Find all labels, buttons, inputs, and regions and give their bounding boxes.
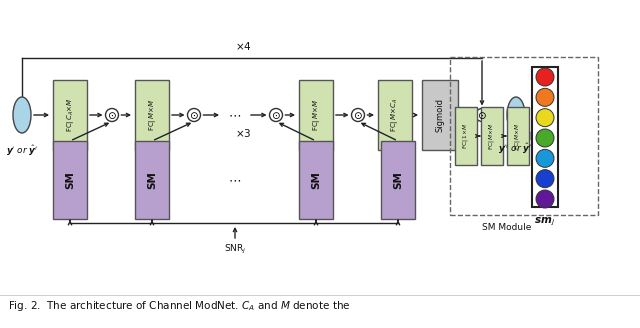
Circle shape — [106, 109, 118, 121]
Text: $\odot$: $\odot$ — [477, 110, 487, 121]
Text: $\times$4: $\times$4 — [235, 40, 252, 52]
Text: $\mathrm{FC}|\,1{\times}M$: $\mathrm{FC}|\,1{\times}M$ — [461, 123, 470, 149]
Circle shape — [269, 109, 282, 121]
Text: $\boldsymbol{sm}_j$: $\boldsymbol{sm}_j$ — [534, 216, 556, 228]
Bar — [53, 80, 87, 150]
Bar — [532, 67, 558, 207]
Circle shape — [351, 109, 365, 121]
Text: $\mathrm{FC}|\,M{\times}M$: $\mathrm{FC}|\,M{\times}M$ — [488, 122, 497, 150]
Text: $\mathrm{FC}|\,C_A{\times}M$: $\mathrm{FC}|\,C_A{\times}M$ — [65, 98, 76, 132]
Bar — [455, 107, 477, 165]
Text: $\cdots$: $\cdots$ — [228, 109, 241, 121]
Bar — [299, 141, 333, 219]
Text: $\odot$: $\odot$ — [189, 110, 199, 121]
Circle shape — [476, 109, 488, 121]
Circle shape — [536, 68, 554, 86]
Text: $\boldsymbol{y}''$ or $\hat{\boldsymbol{y}}''$: $\boldsymbol{y}''$ or $\hat{\boldsymbol{… — [498, 141, 534, 155]
Text: $\boldsymbol{y}'$ or $\hat{\boldsymbol{y}}'$: $\boldsymbol{y}'$ or $\hat{\boldsymbol{y… — [6, 143, 38, 158]
Text: $\mathrm{FC}|\,M{\times}M$: $\mathrm{FC}|\,M{\times}M$ — [513, 122, 522, 150]
Text: SM Module: SM Module — [481, 223, 531, 232]
Text: Sigmoid: Sigmoid — [435, 98, 445, 132]
Circle shape — [536, 149, 554, 167]
Bar — [135, 141, 169, 219]
Circle shape — [188, 109, 200, 121]
Text: $\mathrm{FC}|\,M{\times}M$: $\mathrm{FC}|\,M{\times}M$ — [310, 99, 321, 131]
Text: SM: SM — [311, 171, 321, 189]
Bar — [422, 80, 458, 150]
Text: SM: SM — [147, 171, 157, 189]
Bar — [378, 80, 412, 150]
Text: $\mathrm{FC}|\,M{\times}M$: $\mathrm{FC}|\,M{\times}M$ — [147, 99, 157, 131]
Bar — [481, 107, 503, 165]
Text: $\mathrm{SNR}_j$: $\mathrm{SNR}_j$ — [224, 243, 246, 256]
Text: $\cdots$: $\cdots$ — [228, 174, 241, 187]
Text: $\mathrm{FC}|\,M{\times}C_A$: $\mathrm{FC}|\,M{\times}C_A$ — [390, 98, 401, 132]
Bar — [135, 80, 169, 150]
Bar — [299, 80, 333, 150]
Circle shape — [536, 129, 554, 147]
Circle shape — [536, 190, 554, 208]
Bar — [381, 141, 415, 219]
Text: SM: SM — [65, 171, 75, 189]
Text: $\odot$: $\odot$ — [271, 110, 281, 121]
Circle shape — [536, 88, 554, 106]
Bar — [53, 141, 87, 219]
Text: Fig. 2.  The architecture of Channel ModNet. $C_A$ and $M$ denote the: Fig. 2. The architecture of Channel ModN… — [8, 299, 351, 313]
Bar — [450, 57, 598, 215]
Ellipse shape — [507, 97, 525, 133]
Circle shape — [536, 109, 554, 127]
Text: SM: SM — [393, 171, 403, 189]
Text: $\odot$: $\odot$ — [353, 110, 363, 121]
Text: $\odot$: $\odot$ — [107, 110, 117, 121]
Bar — [507, 107, 529, 165]
Circle shape — [536, 170, 554, 188]
Ellipse shape — [13, 97, 31, 133]
Text: $\times$3: $\times$3 — [235, 127, 252, 139]
